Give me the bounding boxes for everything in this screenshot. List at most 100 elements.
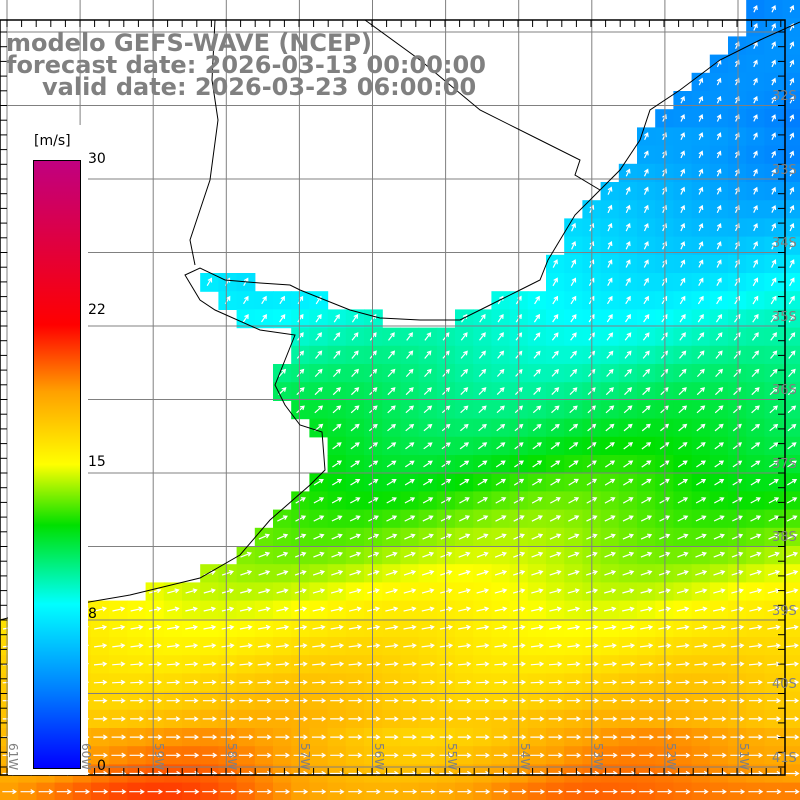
wind-arrow [789,259,795,268]
wind-arrow [476,661,490,667]
wind-arrow [566,716,582,722]
wind-arrow [330,606,344,612]
wind-arrow [332,387,342,396]
wind-arrow [112,624,126,630]
wind-arrow [313,551,325,558]
wind-arrow [621,734,636,740]
wind-arrow [697,295,704,305]
wind-arrow [257,643,272,649]
wind-arrow [734,295,741,305]
wind-arrow [206,277,213,287]
wind-arrow [748,752,764,758]
wind-arrow [348,789,363,795]
wind-arrow [148,716,163,722]
wind-arrow [532,423,542,432]
wind-arrow [331,515,343,522]
wind-arrow [387,350,396,359]
wind-arrow [749,606,763,612]
wind-arrow [551,405,560,414]
wind-arrow [350,423,360,432]
wind-arrow [368,442,379,450]
wind-arrow [112,606,126,612]
wind-arrow [731,533,744,540]
wind-arrow [221,661,235,667]
wind-arrow [386,478,397,486]
wind-arrow [604,570,617,576]
wind-arrow [421,734,436,740]
wind-arrow [789,59,795,68]
wind-arrow [479,313,486,323]
wind-arrow [111,789,127,795]
wind-arrow [366,643,381,649]
wind-arrow [622,606,635,612]
wind-arrow [641,423,651,432]
wind-arrow [497,350,505,359]
wind-arrow [457,789,472,795]
wind-arrow [332,442,342,450]
wind-arrow [789,114,795,122]
wind-arrow [422,515,434,522]
wind-arrow [384,698,399,704]
wind-arrow [607,186,613,195]
wind-arrow [676,643,690,649]
wind-arrow [767,551,780,558]
wind-arrow [477,515,489,522]
wind-arrow [712,661,727,667]
wind-arrow [605,442,615,450]
latitude-label: 33S [772,162,797,178]
wind-arrow [203,588,216,594]
wind-arrow [753,59,758,68]
wind-arrow [768,533,780,540]
wind-arrow [641,497,652,504]
wind-arrow [476,570,490,576]
wind-arrow [295,533,307,540]
wind-arrow [753,204,758,213]
wind-arrow [297,295,304,305]
wind-arrow [606,350,614,359]
wind-arrow [94,643,108,649]
wind-arrow [623,423,633,432]
wind-arrow [766,789,782,795]
wind-arrow [677,551,689,558]
wind-arrow [312,679,327,685]
wind-arrow [659,497,671,504]
wind-arrow [494,643,508,649]
wind-arrow [494,551,507,558]
wind-arrow [350,460,361,468]
longitude-label: 53W [590,743,605,771]
wind-arrow [732,515,743,522]
wind-arrow [384,661,399,667]
river-border-line [189,19,219,266]
wind-arrow [185,643,199,649]
wind-arrow [712,698,727,704]
wind-arrow [532,405,542,414]
wind-arrow [789,150,795,159]
wind-arrow [183,789,200,795]
wind-arrow [531,497,543,504]
wind-arrow [349,533,361,540]
wind-arrow [548,734,563,740]
wind-arrow [771,4,776,13]
wind-arrow [549,515,562,522]
wind-arrow [750,497,761,504]
wind-arrow [511,789,527,795]
wind-arrow [771,259,777,268]
wind-arrow [385,551,398,558]
wind-arrow [496,387,505,396]
wind-arrow [166,734,181,740]
longitude-label: 60W [79,743,94,771]
wind-arrow [403,606,417,612]
wind-arrow [202,679,217,685]
wind-arrow [457,698,472,704]
wind-arrow [767,570,781,576]
wind-arrow [789,241,795,250]
wind-arrow [568,478,579,486]
wind-arrow [625,241,631,250]
wind-arrow [478,387,487,396]
wind-arrow [604,515,616,522]
wind-arrow [239,679,254,685]
wind-arrow [294,624,308,630]
wind-arrow [789,41,795,49]
wind-arrow [714,497,725,504]
